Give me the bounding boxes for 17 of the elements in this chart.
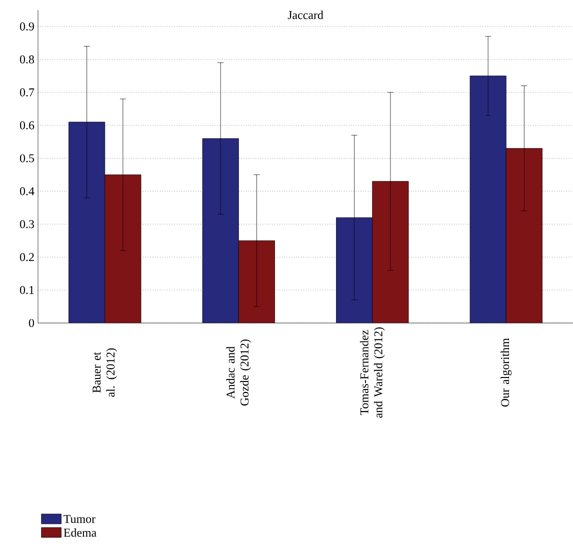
chart-title: Jaccard [288,10,324,20]
x-tick-label: Our algorithm [500,338,512,407]
legend-label: Tumor [64,514,96,523]
x-tick-label: Bauer et al. (2012) [92,348,118,397]
y-tick-label: 0.8 [20,55,34,64]
y-tick-label: 0.5 [20,154,34,162]
y-tick-label: 0.6 [20,121,34,130]
y-tick-label: 0.7 [20,88,34,96]
x-tick-label: Tomas-Fernandez and Wareld (2012) [360,327,385,418]
y-tick-label: 0.9 [20,22,34,31]
y-tick-label: 0.4 [20,187,34,196]
y-tick-label: 0 [28,318,34,328]
x-tick-label: Andac and Gozde (2012) [226,340,252,406]
y-tick-label: 0.1 [20,286,34,294]
y-tick-label: 0.2 [20,253,34,262]
y-tick-label: 0.3 [20,220,34,228]
legend-label: Edema [64,528,96,537]
